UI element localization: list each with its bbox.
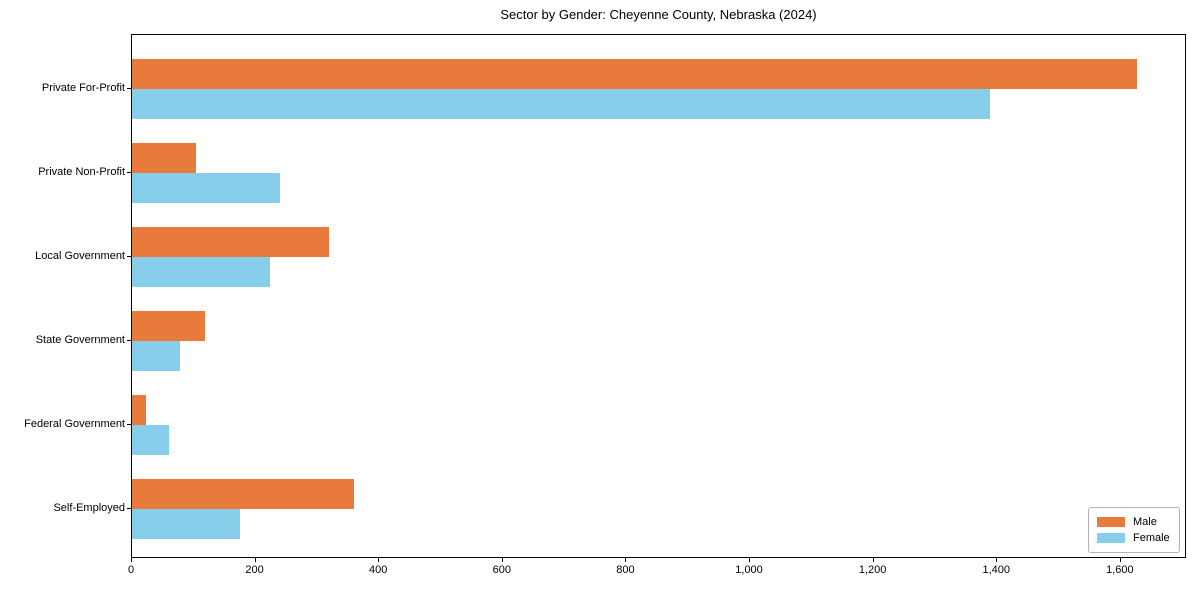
bar-male-4 — [132, 311, 205, 341]
chart-title: Sector by Gender: Cheyenne County, Nebra… — [500, 7, 817, 22]
plot-area: Male Female — [131, 34, 1186, 558]
x-tick-mark — [254, 558, 256, 562]
x-tick-mark — [1119, 558, 1121, 562]
y-tick-mark — [127, 256, 131, 257]
x-tick-mark — [131, 558, 132, 562]
y-axis-label: Local Government — [35, 250, 125, 262]
bar-male-5 — [132, 395, 146, 425]
x-axis-label: 0 — [127, 564, 135, 576]
bar-female-5 — [132, 425, 169, 455]
x-tick-mark — [749, 558, 751, 562]
bar-male-6 — [132, 479, 354, 509]
x-tick-mark — [378, 558, 380, 562]
legend-item-female: Female — [1089, 532, 1179, 544]
legend-item-male: Male — [1089, 516, 1179, 528]
legend-label-male: Male — [1133, 516, 1157, 528]
x-tick-mark — [625, 558, 627, 562]
bar-female-4 — [132, 341, 180, 371]
bar-male-2 — [132, 143, 196, 173]
x-axis-label: 1,600 — [1106, 564, 1134, 576]
x-axis-label: 1,200 — [858, 564, 887, 576]
y-axis-label: Private Non-Profit — [38, 166, 125, 178]
male-series-swatch — [1097, 517, 1125, 527]
female-series-swatch — [1097, 533, 1125, 543]
x-axis-label: 1,400 — [982, 564, 1011, 576]
x-tick-mark — [996, 558, 998, 562]
bar-female-3 — [132, 257, 270, 287]
y-axis-label: Private For-Profit — [41, 82, 125, 94]
bar-female-6 — [132, 509, 240, 539]
x-tick-mark — [501, 558, 503, 562]
y-axis-label: State Government — [35, 334, 125, 346]
x-axis-label: 200 — [245, 564, 264, 576]
legend-label-female: Female — [1133, 532, 1170, 544]
y-axis-label: Self-Employed — [53, 502, 125, 514]
bar-male-1 — [132, 59, 1137, 89]
bar-female-2 — [132, 173, 280, 203]
y-tick-mark — [127, 172, 131, 173]
bar-female-1 — [132, 89, 990, 119]
x-axis-label: 400 — [369, 564, 388, 576]
y-tick-mark — [127, 424, 131, 425]
y-tick-mark — [127, 88, 131, 89]
x-axis-label: 800 — [616, 564, 635, 576]
x-axis-label: 1,000 — [735, 564, 763, 576]
y-tick-mark — [127, 340, 131, 341]
legend: Male Female — [1088, 507, 1180, 553]
x-tick-mark — [872, 558, 874, 562]
y-axis-label: Federal Government — [24, 418, 125, 430]
y-tick-mark — [127, 508, 131, 509]
bar-male-3 — [132, 227, 329, 257]
x-axis-label: 600 — [492, 564, 511, 576]
